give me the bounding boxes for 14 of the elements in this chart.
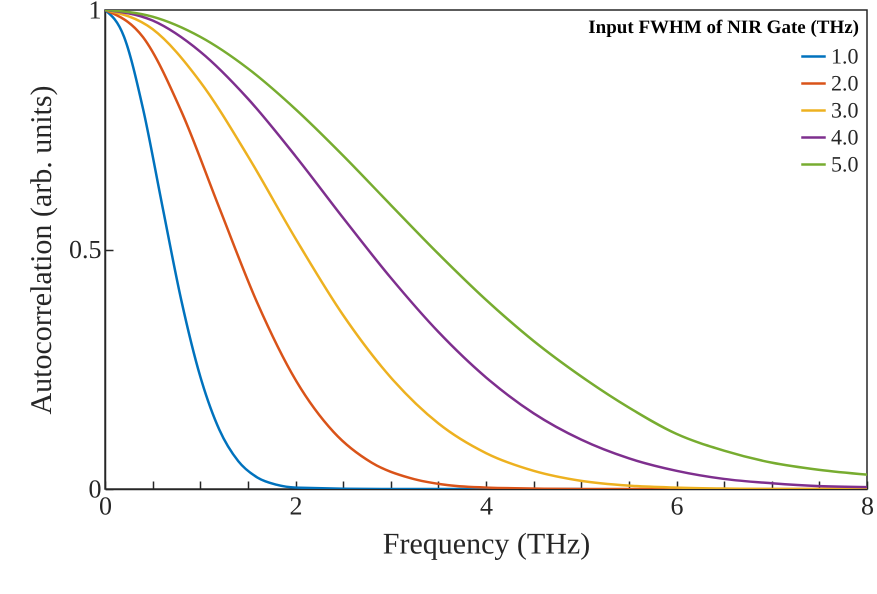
legend-label: 5.0 xyxy=(831,152,858,176)
legend-label: 2.0 xyxy=(831,70,858,96)
x-axis-title: Frequency (THz) xyxy=(382,528,590,560)
x-tick-label: 2 xyxy=(290,492,302,520)
y-axis-title: Autocorrelation (arb. units) xyxy=(25,85,58,415)
x-tick-label: 4 xyxy=(480,492,493,520)
y-tick-label: 0.5 xyxy=(69,235,102,264)
legend-label: 4.0 xyxy=(831,124,858,150)
legend-label: 3.0 xyxy=(831,98,858,122)
x-tick-label: 6 xyxy=(670,492,684,520)
legend-title: Input FWHM of NIR Gate (THz) xyxy=(588,17,859,38)
x-tick-label: 8 xyxy=(861,492,874,520)
legend-label: 1.0 xyxy=(831,44,858,68)
y-tick-label: 1 xyxy=(88,0,102,24)
